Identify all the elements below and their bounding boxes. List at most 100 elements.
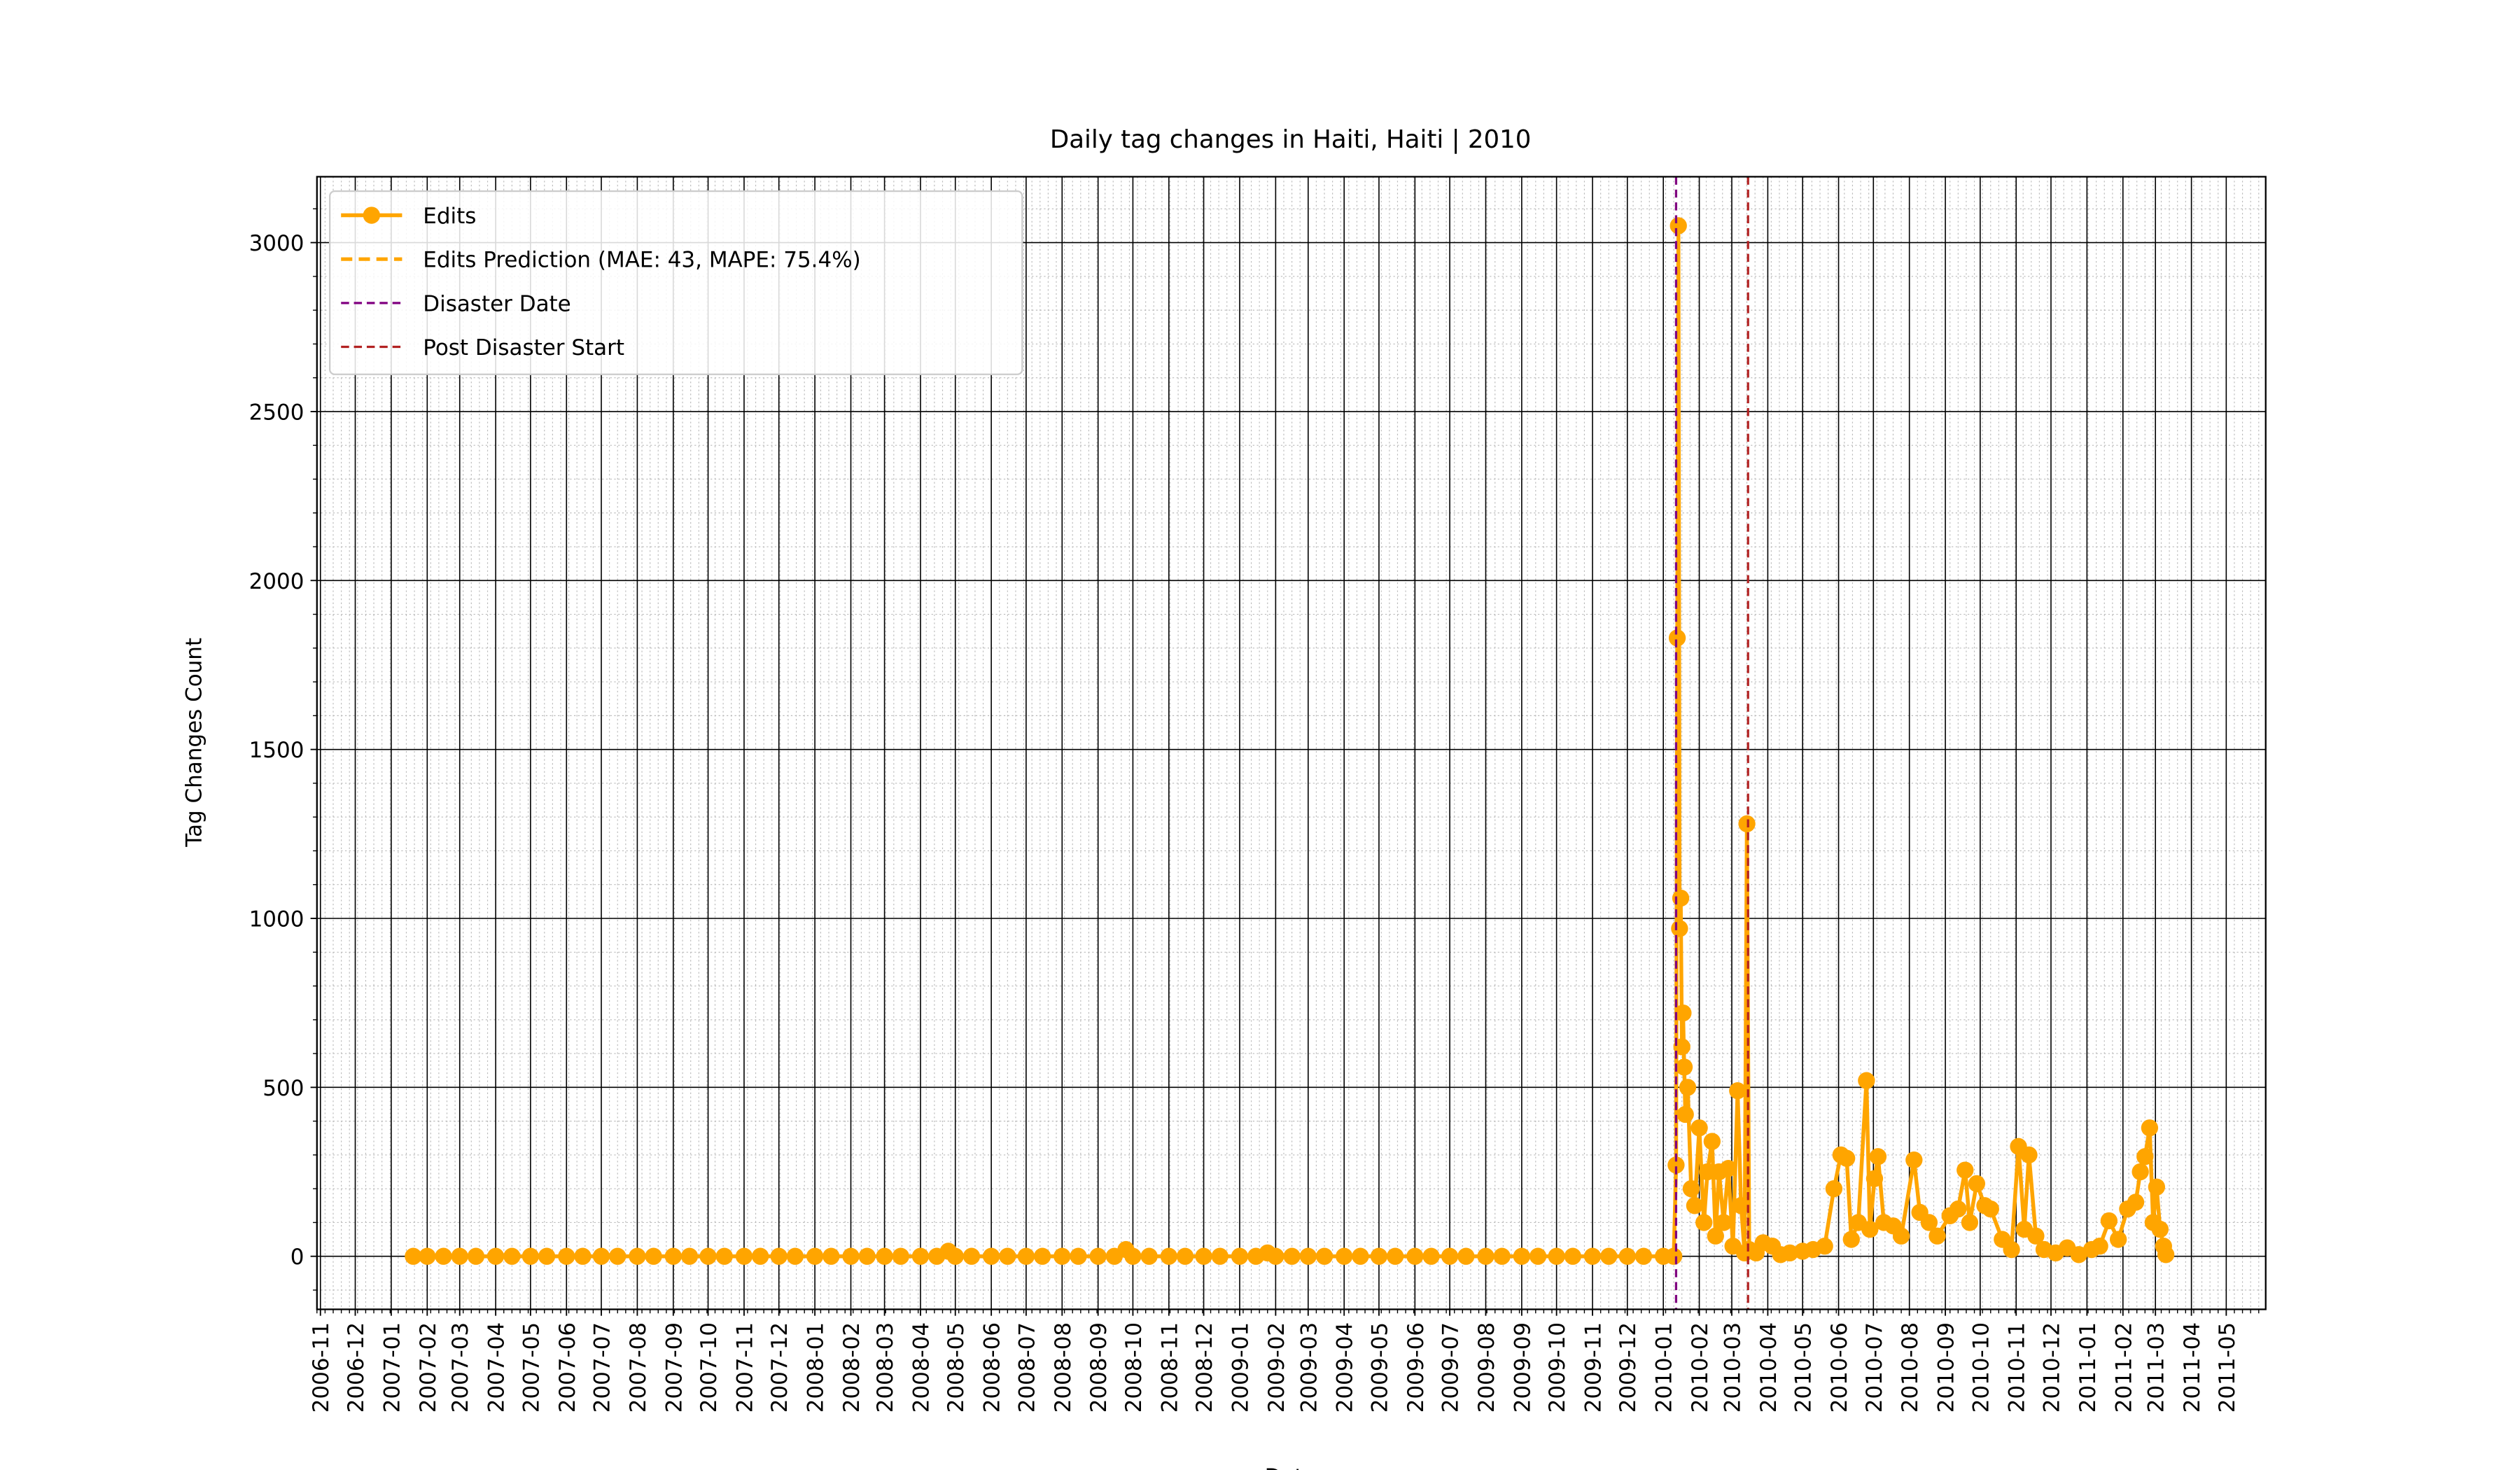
data-point (522, 1247, 540, 1265)
x-tick-label: 2010-07 (1862, 1322, 1887, 1413)
data-point (946, 1247, 964, 1265)
data-point (503, 1247, 521, 1265)
data-point (1493, 1247, 1511, 1265)
data-point (1672, 889, 1690, 907)
data-point (467, 1247, 485, 1265)
data-point (1386, 1247, 1404, 1265)
data-point (2141, 1119, 2159, 1137)
data-point (1719, 1160, 1737, 1177)
data-point (1686, 1197, 1704, 1214)
data-point (999, 1247, 1016, 1265)
x-tick-label: 2009-02 (1264, 1322, 1289, 1413)
data-point (1529, 1247, 1547, 1265)
x-tick-label: 2010-12 (2039, 1322, 2064, 1413)
data-point (1715, 1214, 1732, 1231)
data-point (1634, 1247, 1653, 1265)
x-tick-label: 2010-05 (1791, 1322, 1816, 1413)
data-point (1949, 1200, 1967, 1218)
data-point (822, 1247, 840, 1265)
x-tick-label: 2007-12 (767, 1322, 792, 1413)
data-point (1676, 1105, 1694, 1124)
data-point (609, 1247, 626, 1265)
legend-marker (363, 206, 380, 224)
y-tick-label: 2500 (249, 400, 304, 425)
plot-frame (316, 176, 2267, 1310)
y-axis-label: Tag Changes Count (182, 638, 207, 848)
data-point (645, 1247, 662, 1265)
x-tick-label: 2010-04 (1756, 1322, 1782, 1413)
data-point (1231, 1247, 1249, 1265)
x-tick-label: 2009-04 (1333, 1322, 1358, 1413)
data-point (911, 1247, 930, 1265)
data-point (1695, 1214, 1713, 1231)
data-point (2157, 1246, 2175, 1264)
data-point (1732, 1197, 1750, 1214)
data-point (1892, 1227, 1910, 1245)
data-point (1370, 1247, 1388, 1265)
x-tick-label: 2010-09 (1934, 1322, 1959, 1413)
x-tick-label: 2009-01 (1228, 1322, 1253, 1413)
data-point (558, 1247, 575, 1265)
data-point (1441, 1247, 1459, 1265)
data-point (2003, 1240, 2020, 1259)
data-point (1670, 217, 1687, 234)
data-point (2132, 1163, 2149, 1181)
data-point (1195, 1247, 1212, 1265)
x-tick-label: 2011-03 (2144, 1322, 2169, 1413)
legend: Edits Edits Prediction (MAE: 43, MAPE: 75… (329, 190, 1023, 375)
data-point (1865, 1170, 1884, 1187)
data-point (435, 1247, 452, 1265)
legend-box (329, 190, 1023, 375)
data-point (592, 1247, 610, 1265)
x-tick-label: 2008-04 (909, 1322, 934, 1413)
x-tick-label: 2007-03 (448, 1322, 473, 1413)
x-tick-label: 2008-03 (873, 1322, 898, 1413)
data-point (735, 1247, 753, 1265)
x-tick-label: 2008-02 (839, 1322, 864, 1413)
data-point (1124, 1247, 1142, 1265)
data-point (1707, 1227, 1724, 1245)
x-tick-label: 2006-12 (344, 1322, 369, 1413)
data-point (1406, 1247, 1424, 1265)
data-point (1070, 1247, 1087, 1265)
data-point (1690, 1119, 1708, 1137)
data-point (1858, 1072, 1875, 1089)
data-point (1869, 1148, 1887, 1166)
data-point (1033, 1247, 1051, 1265)
data-point (2151, 1220, 2169, 1238)
y-tick-label: 0 (290, 1245, 304, 1270)
data-point (1283, 1247, 1301, 1265)
x-tick-label: 2007-06 (555, 1322, 580, 1413)
y-tick-label: 1000 (249, 906, 304, 932)
data-point (806, 1247, 824, 1265)
x-axis-label: Date (1265, 1465, 1317, 1470)
data-point (1674, 1004, 1692, 1022)
x-tick-label: 2008-01 (804, 1322, 829, 1413)
x-tick-label: 2007-08 (626, 1322, 651, 1413)
legend-label: Edits (423, 204, 476, 229)
data-point (1671, 920, 1688, 937)
x-tick-label: 2009-09 (1510, 1322, 1535, 1413)
data-point (1956, 1161, 1974, 1179)
data-point (664, 1247, 682, 1265)
chart-title: Daily tag changes in Haiti, Haiti | 2010 (1050, 125, 1532, 154)
data-point (786, 1247, 804, 1265)
y-tick-label: 2000 (249, 569, 304, 594)
data-point (1861, 1220, 1879, 1238)
x-tick-label: 2008-08 (1051, 1322, 1076, 1413)
x-tick-label: 2011-04 (2180, 1322, 2205, 1413)
data-point (1928, 1227, 1946, 1245)
y-tick-label: 1500 (249, 738, 304, 763)
data-point (858, 1247, 876, 1265)
data-point (1477, 1247, 1494, 1265)
x-tick-label: 2007-10 (696, 1322, 722, 1413)
x-tick-label: 2010-06 (1827, 1322, 1852, 1413)
x-tick-label: 2007-05 (519, 1322, 544, 1413)
x-tick-label: 2008-05 (944, 1322, 969, 1413)
data-point (629, 1247, 646, 1265)
x-tick-label: 2007-04 (484, 1322, 510, 1413)
x-tick-label: 2011-02 (2111, 1322, 2136, 1413)
data-point (1667, 1156, 1685, 1174)
